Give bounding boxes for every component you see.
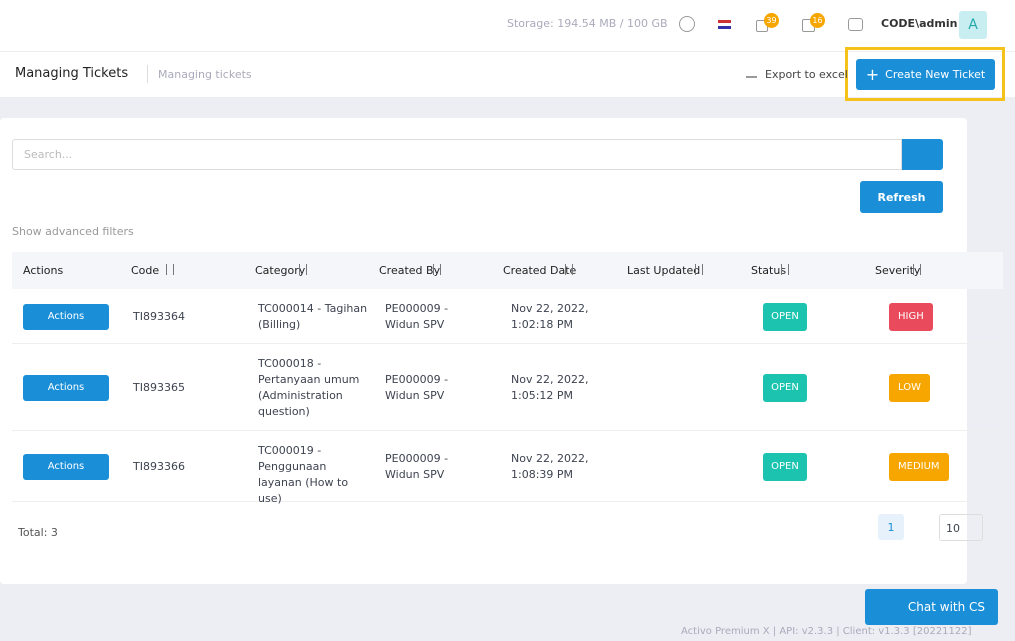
created-by: PE000009 - Widun SPV — [385, 451, 449, 481]
search-placeholder: Search... — [24, 148, 73, 161]
category: TC000019 - Penggunaan layanan (How to us… — [258, 444, 349, 505]
created-date: Nov 22, 2022, 1:05:12 PM — [511, 372, 589, 402]
created-date: Nov 22, 2022, 1:08:39 PM — [511, 451, 589, 481]
export-icon[interactable] — [746, 68, 757, 78]
breadcrumb[interactable]: Managing tickets — [158, 68, 252, 81]
sort-icon — [166, 264, 174, 275]
sort-icon — [695, 264, 703, 275]
column-header[interactable]: Created By — [379, 264, 441, 277]
actions-button[interactable]: Actions — [23, 453, 109, 480]
help-icon[interactable] — [679, 16, 695, 32]
refresh-button[interactable]: Refresh — [860, 181, 943, 213]
top-bar — [0, 0, 1015, 52]
advanced-filters[interactable]: Show advanced filters — [12, 225, 134, 238]
column-header[interactable]: Category — [255, 264, 306, 277]
status-badge: OPEN — [763, 452, 807, 481]
card — [0, 118, 967, 584]
actions-button[interactable]: Actions — [23, 303, 109, 330]
sort-icon — [433, 264, 441, 275]
table-row — [12, 289, 1003, 344]
plus-icon: + — [865, 65, 880, 84]
export-button[interactable]: Export to excel — [765, 68, 848, 81]
severity-badge: LOW — [889, 373, 930, 402]
flag-icon[interactable] — [718, 20, 731, 29]
column-header[interactable]: Status — [751, 264, 787, 277]
column-header[interactable]: Created Date — [503, 264, 577, 277]
total: Total: 3 — [18, 526, 58, 539]
created-by: PE000009 - Widun SPV — [385, 301, 449, 331]
sort-icon — [781, 264, 789, 275]
chat-button[interactable]: Chat with CS — [865, 589, 998, 625]
severity-badge: MEDIUM — [889, 452, 949, 481]
table-row — [12, 431, 1003, 502]
search-box[interactable]: Search... — [12, 139, 902, 170]
created-by: PE000009 - Widun SPV — [385, 372, 449, 402]
sort-icon — [299, 264, 307, 275]
page-button[interactable]: 1 — [878, 514, 904, 540]
create-button[interactable]: + Create New Ticket — [856, 59, 995, 90]
status-badge: OPEN — [763, 373, 807, 402]
message-badge: 16 — [810, 13, 825, 28]
severity-badge: HIGH — [889, 302, 933, 331]
table-row — [12, 344, 1003, 431]
sort-icon — [565, 264, 573, 275]
chat-icon[interactable] — [848, 18, 863, 31]
notification-badge: 39 — [764, 13, 779, 28]
page-size[interactable]: 10 — [939, 514, 983, 541]
search-button[interactable] — [902, 139, 943, 170]
created-date: Nov 22, 2022, 1:02:18 PM — [511, 301, 589, 331]
column-header[interactable]: Last Updated — [627, 264, 701, 277]
actions-button[interactable]: Actions — [23, 374, 109, 401]
column-header[interactable]: Severity — [875, 264, 921, 277]
table-header — [12, 252, 1003, 289]
version: Activo Premium X | API: v2.3.3 | Client:… — [681, 626, 972, 637]
category: TC000014 - Tagihan (Billing) — [258, 302, 368, 331]
divider — [147, 65, 148, 83]
storage: Storage: 194.54 MB / 100 GB — [507, 17, 668, 30]
user-name[interactable]: CODE\admin — [881, 17, 958, 30]
sort-icon — [913, 264, 921, 275]
category: TC000018 - Pertanyaan umum (Administrati… — [258, 357, 360, 418]
status-badge: OPEN — [763, 302, 807, 331]
column-header[interactable]: Code — [131, 264, 160, 277]
ticket-code: TI893364 — [133, 309, 185, 323]
page-title: Managing Tickets — [15, 66, 129, 81]
ticket-code: TI893365 — [133, 380, 185, 394]
column-header: Actions — [23, 264, 64, 277]
create-label: Create New Ticket — [885, 68, 986, 81]
ticket-code: TI893366 — [133, 459, 185, 473]
avatar[interactable]: A — [959, 11, 987, 39]
highlight-box — [845, 47, 1005, 101]
